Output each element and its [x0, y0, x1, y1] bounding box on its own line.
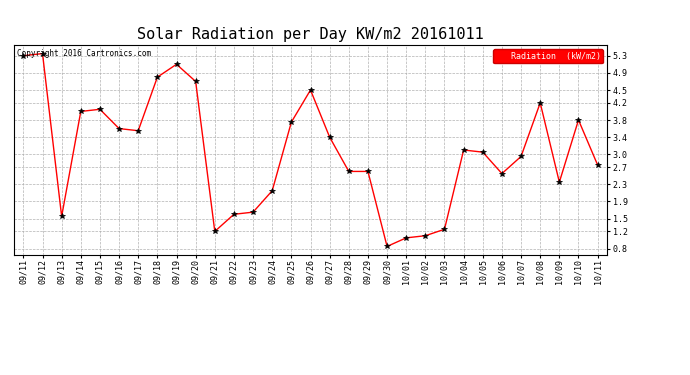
Legend: Radiation  (kW/m2): Radiation (kW/m2): [493, 49, 603, 63]
Text: Copyright 2016 Cartronics.com: Copyright 2016 Cartronics.com: [17, 49, 151, 58]
Title: Solar Radiation per Day KW/m2 20161011: Solar Radiation per Day KW/m2 20161011: [137, 27, 484, 42]
